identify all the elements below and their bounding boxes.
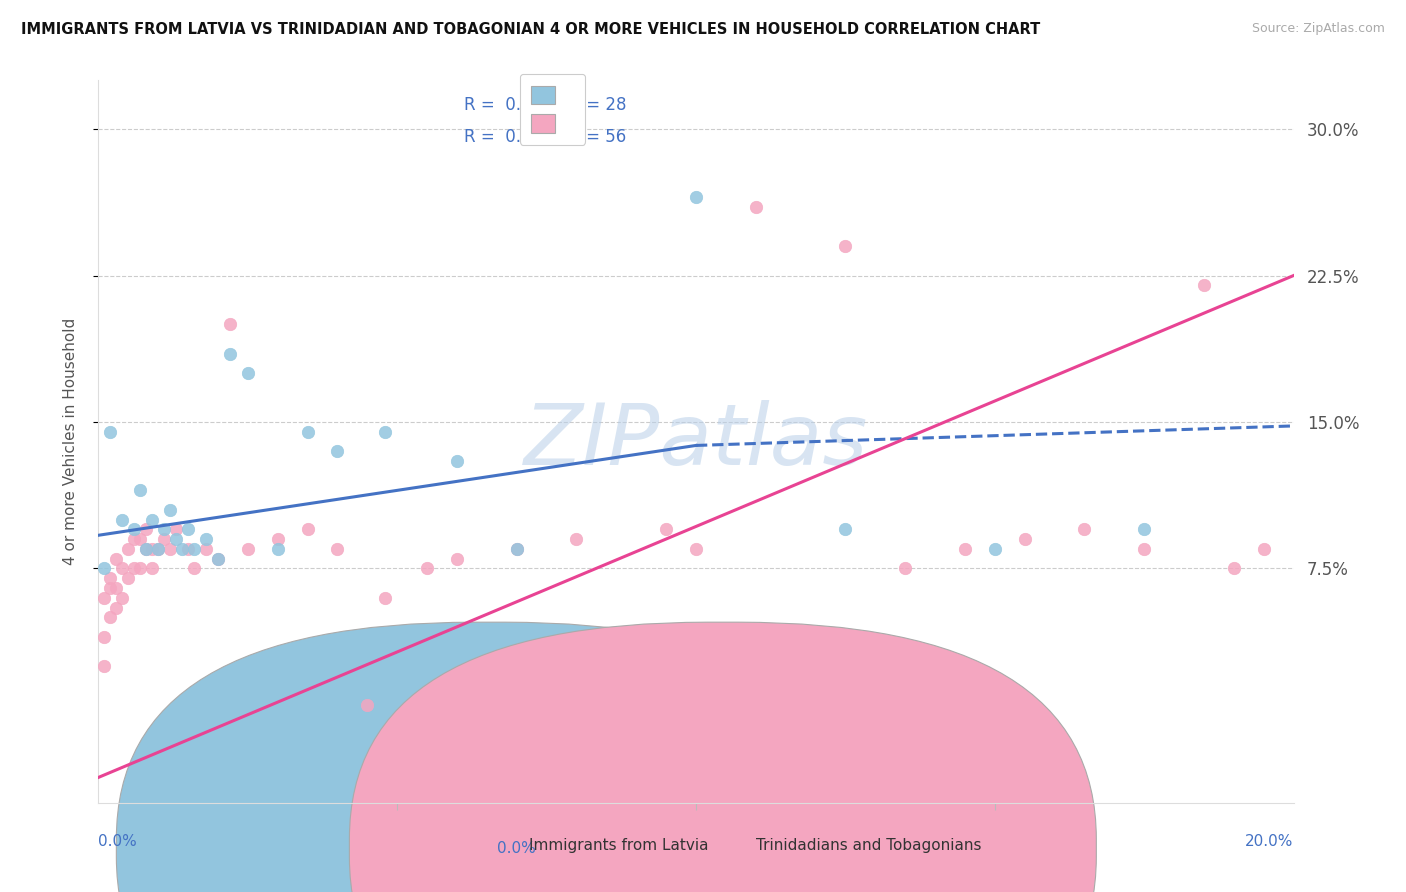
Text: R =  0.526   N = 56: R = 0.526 N = 56	[464, 128, 626, 146]
Point	[374, 425, 396, 439]
Point	[374, 591, 396, 605]
FancyBboxPatch shape	[350, 623, 1097, 892]
Point	[506, 717, 529, 731]
Point	[98, 610, 122, 624]
Y-axis label: 4 or more Vehicles in Household: 4 or more Vehicles in Household	[63, 318, 77, 566]
Point	[153, 532, 176, 546]
Point	[135, 541, 157, 556]
Text: R =  0.162   N = 28: R = 0.162 N = 28	[464, 96, 627, 114]
Point	[236, 541, 259, 556]
Point	[1133, 541, 1156, 556]
Point	[93, 659, 115, 673]
Text: ZIPatlas: ZIPatlas	[524, 400, 868, 483]
Point	[565, 747, 588, 761]
Point	[207, 551, 229, 566]
Point	[105, 551, 128, 566]
Point	[124, 532, 146, 546]
Point	[172, 541, 194, 556]
Point	[105, 600, 128, 615]
Point	[219, 346, 242, 360]
Point	[446, 454, 468, 468]
Text: Source: ZipAtlas.com: Source: ZipAtlas.com	[1251, 22, 1385, 36]
Point	[93, 591, 115, 605]
Point	[385, 737, 409, 751]
Text: Trinidadians and Tobagonians: Trinidadians and Tobagonians	[756, 838, 981, 853]
Point	[93, 561, 115, 575]
Point	[159, 503, 181, 517]
Point	[565, 532, 588, 546]
Point	[183, 541, 205, 556]
Point	[506, 541, 529, 556]
Point	[129, 532, 152, 546]
Point	[165, 523, 187, 537]
Point	[141, 541, 163, 556]
FancyBboxPatch shape	[117, 623, 863, 892]
Point	[117, 541, 139, 556]
Point	[124, 561, 146, 575]
Point	[953, 541, 976, 556]
Point	[195, 532, 218, 546]
Point	[1192, 278, 1215, 293]
Point	[111, 561, 134, 575]
Point	[111, 513, 134, 527]
Point	[93, 630, 115, 644]
Point	[124, 523, 146, 537]
Point	[685, 541, 707, 556]
Point	[183, 561, 205, 575]
Text: 0.0%: 0.0%	[98, 834, 138, 849]
Point	[195, 541, 218, 556]
Point	[165, 532, 187, 546]
Point	[267, 532, 290, 546]
Point	[207, 551, 229, 566]
Point	[135, 541, 157, 556]
Point	[98, 581, 122, 595]
Point	[141, 561, 163, 575]
Point	[105, 581, 128, 595]
Point	[416, 561, 439, 575]
Point	[506, 541, 529, 556]
Point	[159, 541, 181, 556]
Point	[297, 425, 319, 439]
Point	[1253, 541, 1275, 556]
Text: 0.0%: 0.0%	[498, 841, 536, 856]
Point	[446, 551, 468, 566]
Text: 20.0%: 20.0%	[1246, 834, 1294, 849]
Point	[626, 766, 648, 780]
Point	[236, 366, 259, 380]
Legend:   ,   : ,	[520, 74, 585, 145]
Point	[834, 523, 856, 537]
Point	[148, 541, 170, 556]
Point	[984, 541, 1007, 556]
Point	[129, 561, 152, 575]
Point	[135, 523, 157, 537]
Point	[98, 425, 122, 439]
Point	[655, 523, 678, 537]
Point	[153, 523, 176, 537]
Point	[745, 200, 768, 214]
Point	[177, 541, 200, 556]
Text: IMMIGRANTS FROM LATVIA VS TRINIDADIAN AND TOBAGONIAN 4 OR MORE VEHICLES IN HOUSE: IMMIGRANTS FROM LATVIA VS TRINIDADIAN AN…	[21, 22, 1040, 37]
Point	[219, 318, 242, 332]
Point	[894, 561, 917, 575]
Point	[326, 444, 349, 458]
Point	[685, 190, 707, 204]
Point	[1073, 523, 1095, 537]
Point	[1223, 561, 1246, 575]
Text: Immigrants from Latvia: Immigrants from Latvia	[529, 838, 709, 853]
Point	[326, 541, 349, 556]
Point	[111, 591, 134, 605]
Point	[1014, 532, 1036, 546]
Point	[1133, 523, 1156, 537]
Point	[356, 698, 378, 713]
Point	[129, 483, 152, 498]
Point	[267, 541, 290, 556]
Point	[297, 523, 319, 537]
Point	[141, 513, 163, 527]
Point	[117, 571, 139, 585]
Point	[98, 571, 122, 585]
Point	[177, 523, 200, 537]
Point	[834, 239, 856, 253]
Point	[148, 541, 170, 556]
